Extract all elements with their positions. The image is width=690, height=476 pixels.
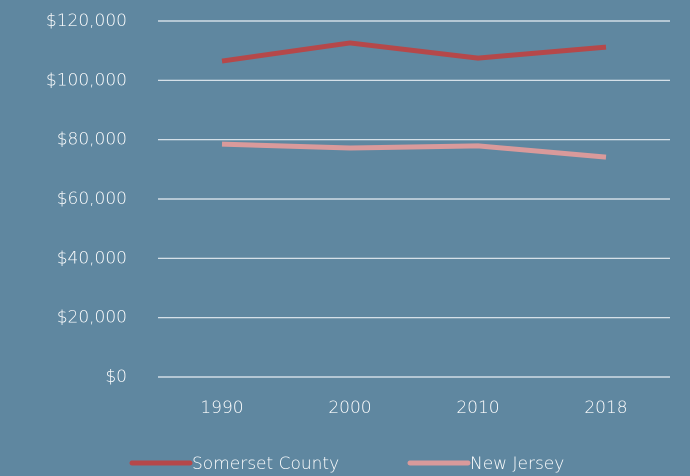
- y-tick-label: $120,000: [46, 11, 127, 31]
- y-tick-label: $40,000: [57, 248, 127, 268]
- y-tick-label: $100,000: [46, 70, 127, 90]
- legend-label: New Jersey: [470, 454, 564, 474]
- x-tick-label: 2010: [456, 398, 499, 418]
- y-tick-label: $20,000: [57, 308, 127, 328]
- x-tick-label: 2000: [328, 398, 371, 418]
- series-line: [221, 40, 607, 64]
- series-line: [221, 141, 607, 160]
- y-tick-label: $80,000: [57, 130, 127, 150]
- x-tick-label: 1990: [200, 398, 243, 418]
- y-tick-label: $0: [105, 367, 127, 387]
- legend-label: Somerset County: [192, 454, 339, 474]
- y-tick-label: $60,000: [57, 189, 127, 209]
- x-tick-label: 2018: [584, 398, 627, 418]
